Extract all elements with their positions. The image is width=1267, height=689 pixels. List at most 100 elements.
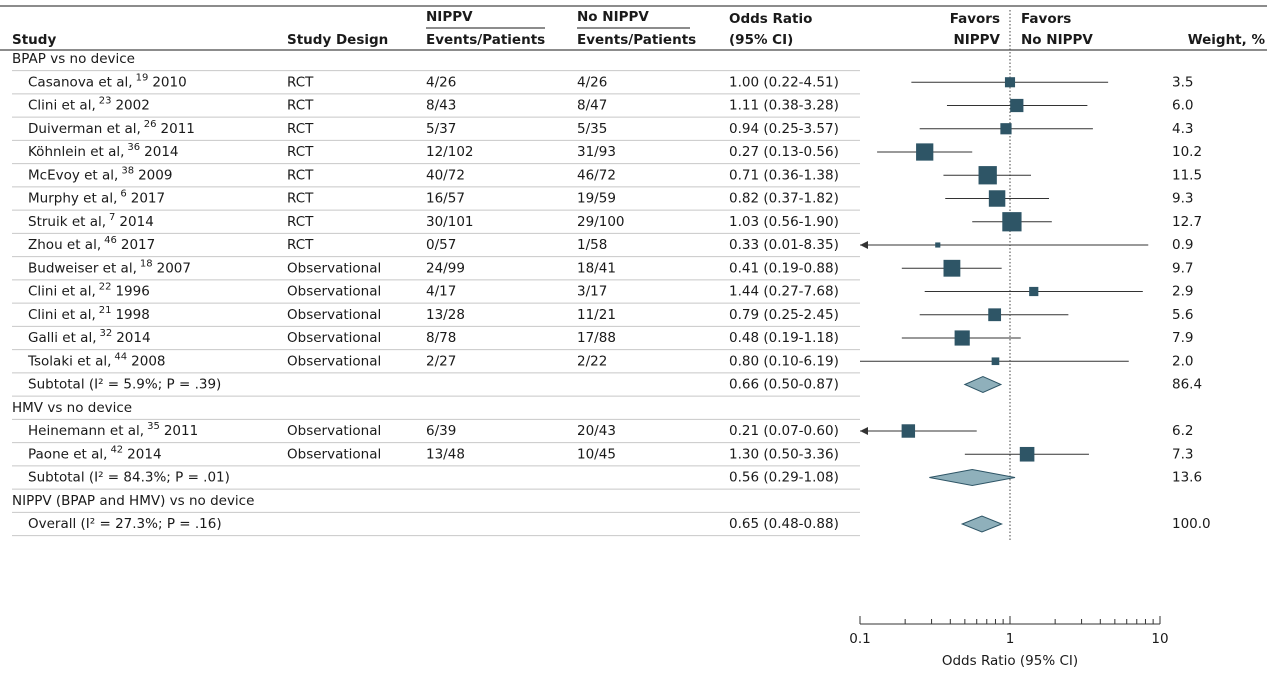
weight: 100.0 [1172, 516, 1211, 532]
events-no-nippv: 3/17 [577, 284, 607, 300]
study-ref: 36 [127, 142, 140, 153]
ci-label: 0.79 (0.25-2.45) [729, 307, 839, 323]
favors-label: No NIPPV [1021, 32, 1093, 48]
study-ref: 35 [147, 421, 160, 432]
study-design: Observational [287, 260, 381, 276]
ci-label: 0.94 (0.25-3.57) [729, 121, 839, 137]
study-design: RCT [287, 214, 314, 230]
study-year: 2017 [121, 237, 155, 253]
study-year: 2010 [152, 74, 186, 90]
favors-label: NIPPV [953, 32, 1000, 48]
events-no-nippv: 17/88 [577, 330, 616, 346]
events-nippv: 5/37 [426, 121, 456, 137]
ci-label: 1.30 (0.50-3.36) [729, 446, 839, 462]
events-no-nippv: 20/43 [577, 423, 616, 439]
events-nippv: 4/26 [426, 74, 456, 90]
study-author: Köhnlein et al, [28, 144, 124, 160]
study-year: 2014 [116, 330, 150, 346]
study-author: Tsolaki et al, [27, 353, 111, 369]
ci-label: 0.48 (0.19-1.18) [729, 330, 839, 346]
study-ref: 46 [104, 235, 117, 246]
events-nippv: 2/27 [426, 353, 456, 369]
study-ref: 19 [136, 72, 149, 83]
study-label: Casanova et al, 19 2010 [28, 72, 187, 90]
ci-label: 1.11 (0.38-3.28) [729, 98, 839, 114]
study-ref: 42 [110, 444, 123, 455]
events-nippv: 12/102 [426, 144, 474, 160]
point-estimate [901, 424, 916, 438]
study-design: RCT [287, 121, 314, 137]
point-estimate [1019, 446, 1035, 462]
ci-label: 0.82 (0.37-1.82) [729, 191, 839, 207]
weight: 7.9 [1172, 330, 1193, 346]
header: Weight, % [1188, 32, 1266, 48]
point-estimate [935, 242, 941, 248]
events-no-nippv: 8/47 [577, 98, 607, 114]
point-estimate [978, 166, 997, 185]
x-tick-label: 0.1 [849, 631, 870, 647]
events-no-nippv: 18/41 [577, 260, 616, 276]
weight: 0.9 [1172, 237, 1193, 253]
events-nippv: 8/43 [426, 98, 456, 114]
header: Study [12, 32, 56, 48]
ci-label: 1.03 (0.56-1.90) [729, 214, 839, 230]
events-nippv: 13/48 [426, 446, 465, 462]
point-estimate [943, 259, 961, 277]
weight: 2.0 [1172, 353, 1193, 369]
x-axis-title: Odds Ratio (95% CI) [942, 653, 1078, 669]
study-label: Clini et al, 21 1998 [28, 305, 150, 323]
events-no-nippv: 4/26 [577, 74, 607, 90]
study-design: Observational [287, 284, 381, 300]
events-no-nippv: 11/21 [577, 307, 616, 323]
study-ref: 38 [121, 165, 134, 176]
subtotal-label: Overall (I² = 27.3%; P = .16) [28, 516, 222, 532]
summary-diamond [929, 468, 1016, 487]
point-estimate [1004, 77, 1016, 88]
study-design: RCT [287, 167, 314, 183]
events-no-nippv: 1/58 [577, 237, 607, 253]
events-no-nippv: 29/100 [577, 214, 625, 230]
point-estimate [1002, 212, 1022, 232]
weight: 3.5 [1172, 74, 1193, 90]
events-no-nippv: 46/72 [577, 167, 616, 183]
point-estimate [991, 357, 1000, 366]
ci-arrow [860, 427, 868, 435]
x-tick-label: 10 [1151, 631, 1168, 647]
study-author: Clini et al, [28, 98, 96, 114]
study-label: Zhou et al, 46 2017 [28, 235, 155, 253]
study-label: Galli et al, 32 2014 [28, 328, 151, 346]
weight: 12.7 [1172, 214, 1202, 230]
group-label: BPAP vs no device [12, 51, 135, 67]
study-label: Clini et al, 23 2002 [28, 96, 150, 114]
x-tick-label: 1 [1006, 631, 1015, 647]
weight: 6.2 [1172, 423, 1193, 439]
events-nippv: 6/39 [426, 423, 456, 439]
header: Study Design [287, 32, 388, 48]
study-year: 2017 [131, 191, 165, 207]
study-author: Murphy et al, [28, 191, 117, 207]
summary-diamond [960, 515, 1004, 533]
study-ref: 22 [99, 282, 112, 293]
study-design: Observational [287, 307, 381, 323]
study-year: 2014 [119, 214, 153, 230]
events-nippv: 0/57 [426, 237, 456, 253]
header: Events/Patients [577, 32, 696, 48]
study-design: Observational [287, 353, 381, 369]
ci-label: 0.21 (0.07-0.60) [729, 423, 839, 439]
ci-label: 1.00 (0.22-4.51) [729, 74, 839, 90]
study-label: Budweiser et al, 18 2007 [28, 258, 191, 276]
study-year: 2002 [115, 98, 149, 114]
study-ref: 7 [109, 212, 115, 223]
point-estimate [916, 143, 934, 161]
weight: 13.6 [1172, 470, 1202, 486]
favors-label: Favors [1021, 11, 1071, 27]
header: (95% CI) [729, 32, 793, 48]
study-year: 2009 [138, 167, 172, 183]
study-year: 1996 [115, 284, 149, 300]
point-estimate [988, 190, 1006, 207]
study-label: Duiverman et al, 26 2011 [28, 119, 195, 137]
point-estimate [954, 330, 970, 346]
point-estimate [1000, 123, 1012, 135]
study-design: Observational [287, 330, 381, 346]
events-nippv: 13/28 [426, 307, 465, 323]
